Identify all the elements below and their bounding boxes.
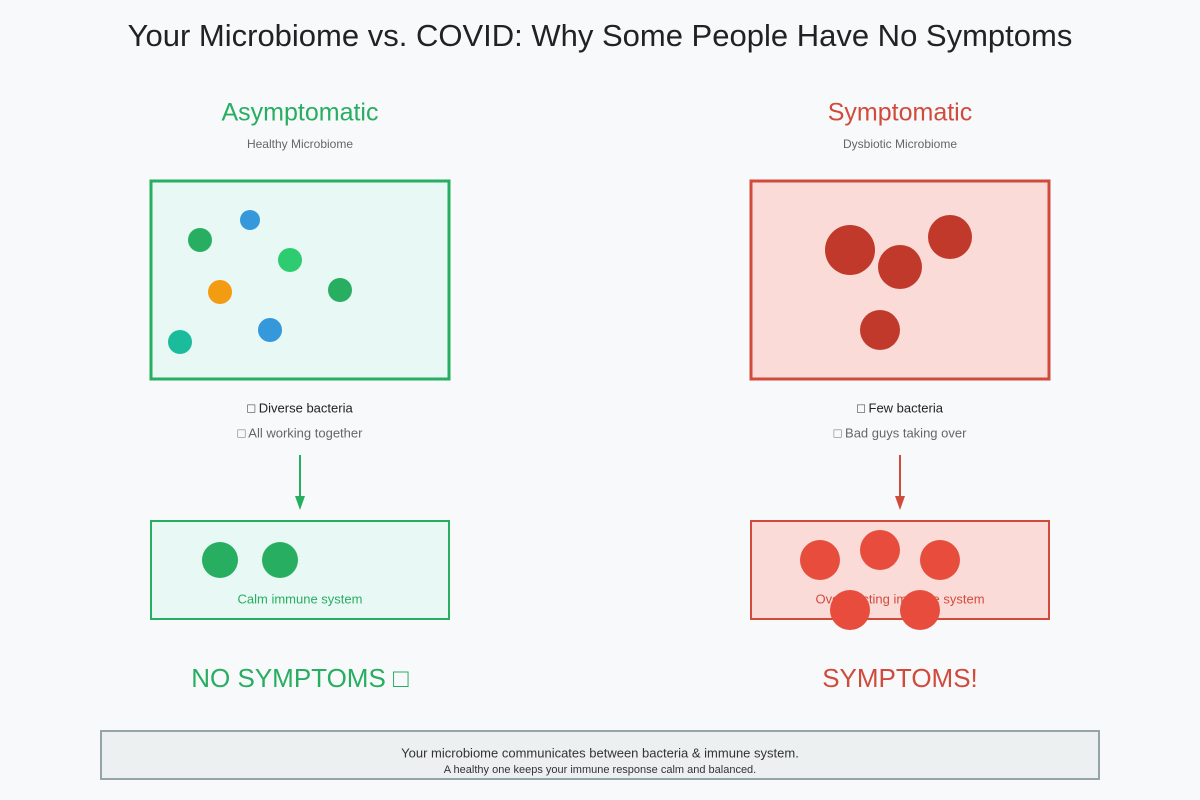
bacterium <box>928 215 972 259</box>
bacterium <box>878 245 922 289</box>
immune-cell <box>860 530 900 570</box>
asymptomatic-panel: Asymptomatic Healthy Microbiome □ Divers… <box>149 99 451 693</box>
bacterium <box>240 210 260 230</box>
immune-cell <box>920 540 960 580</box>
bacterium <box>825 225 875 275</box>
immune-box <box>750 520 1050 620</box>
trait: □ Few bacteria <box>857 400 944 415</box>
bacterium <box>168 330 192 354</box>
bacterium <box>188 228 212 252</box>
immune-cell <box>262 542 298 578</box>
footer-box <box>100 730 1100 780</box>
trait: □ Diverse bacteria <box>247 400 353 415</box>
immune-cell <box>202 542 238 578</box>
symptomatic-panel: Symptomatic Dysbiotic Microbiome □ Few b… <box>749 99 1051 693</box>
panel-heading: Asymptomatic <box>222 99 379 127</box>
arrow-head <box>895 496 905 510</box>
outcome: SYMPTOMS! <box>822 663 978 693</box>
immune-cell <box>800 540 840 580</box>
bacterium <box>328 278 352 302</box>
title: Your Microbiome vs. COVID: Why Some Peop… <box>128 18 1073 53</box>
outcome: NO SYMPTOMS □ <box>191 663 409 693</box>
footer-line: Your microbiome communicates between bac… <box>401 745 799 760</box>
arrow-head <box>295 496 305 510</box>
microbiome-box <box>149 179 451 381</box>
immune-cell <box>900 590 940 630</box>
bacterium <box>208 280 232 304</box>
bacterium <box>258 318 282 342</box>
bacterium <box>278 248 302 272</box>
trait: □ All working together <box>238 425 364 440</box>
footer-line: A healthy one keeps your immune response… <box>444 764 756 776</box>
trait: □ Bad guys taking over <box>834 425 968 440</box>
immune-label: Calm immune system <box>238 591 363 606</box>
panel-heading: Symptomatic <box>828 99 972 127</box>
immune-cell <box>830 590 870 630</box>
immune-box <box>150 520 450 620</box>
bacterium <box>860 310 900 350</box>
panel-subheading: Dysbiotic Microbiome <box>843 137 957 151</box>
panel-subheading: Healthy Microbiome <box>247 137 353 151</box>
